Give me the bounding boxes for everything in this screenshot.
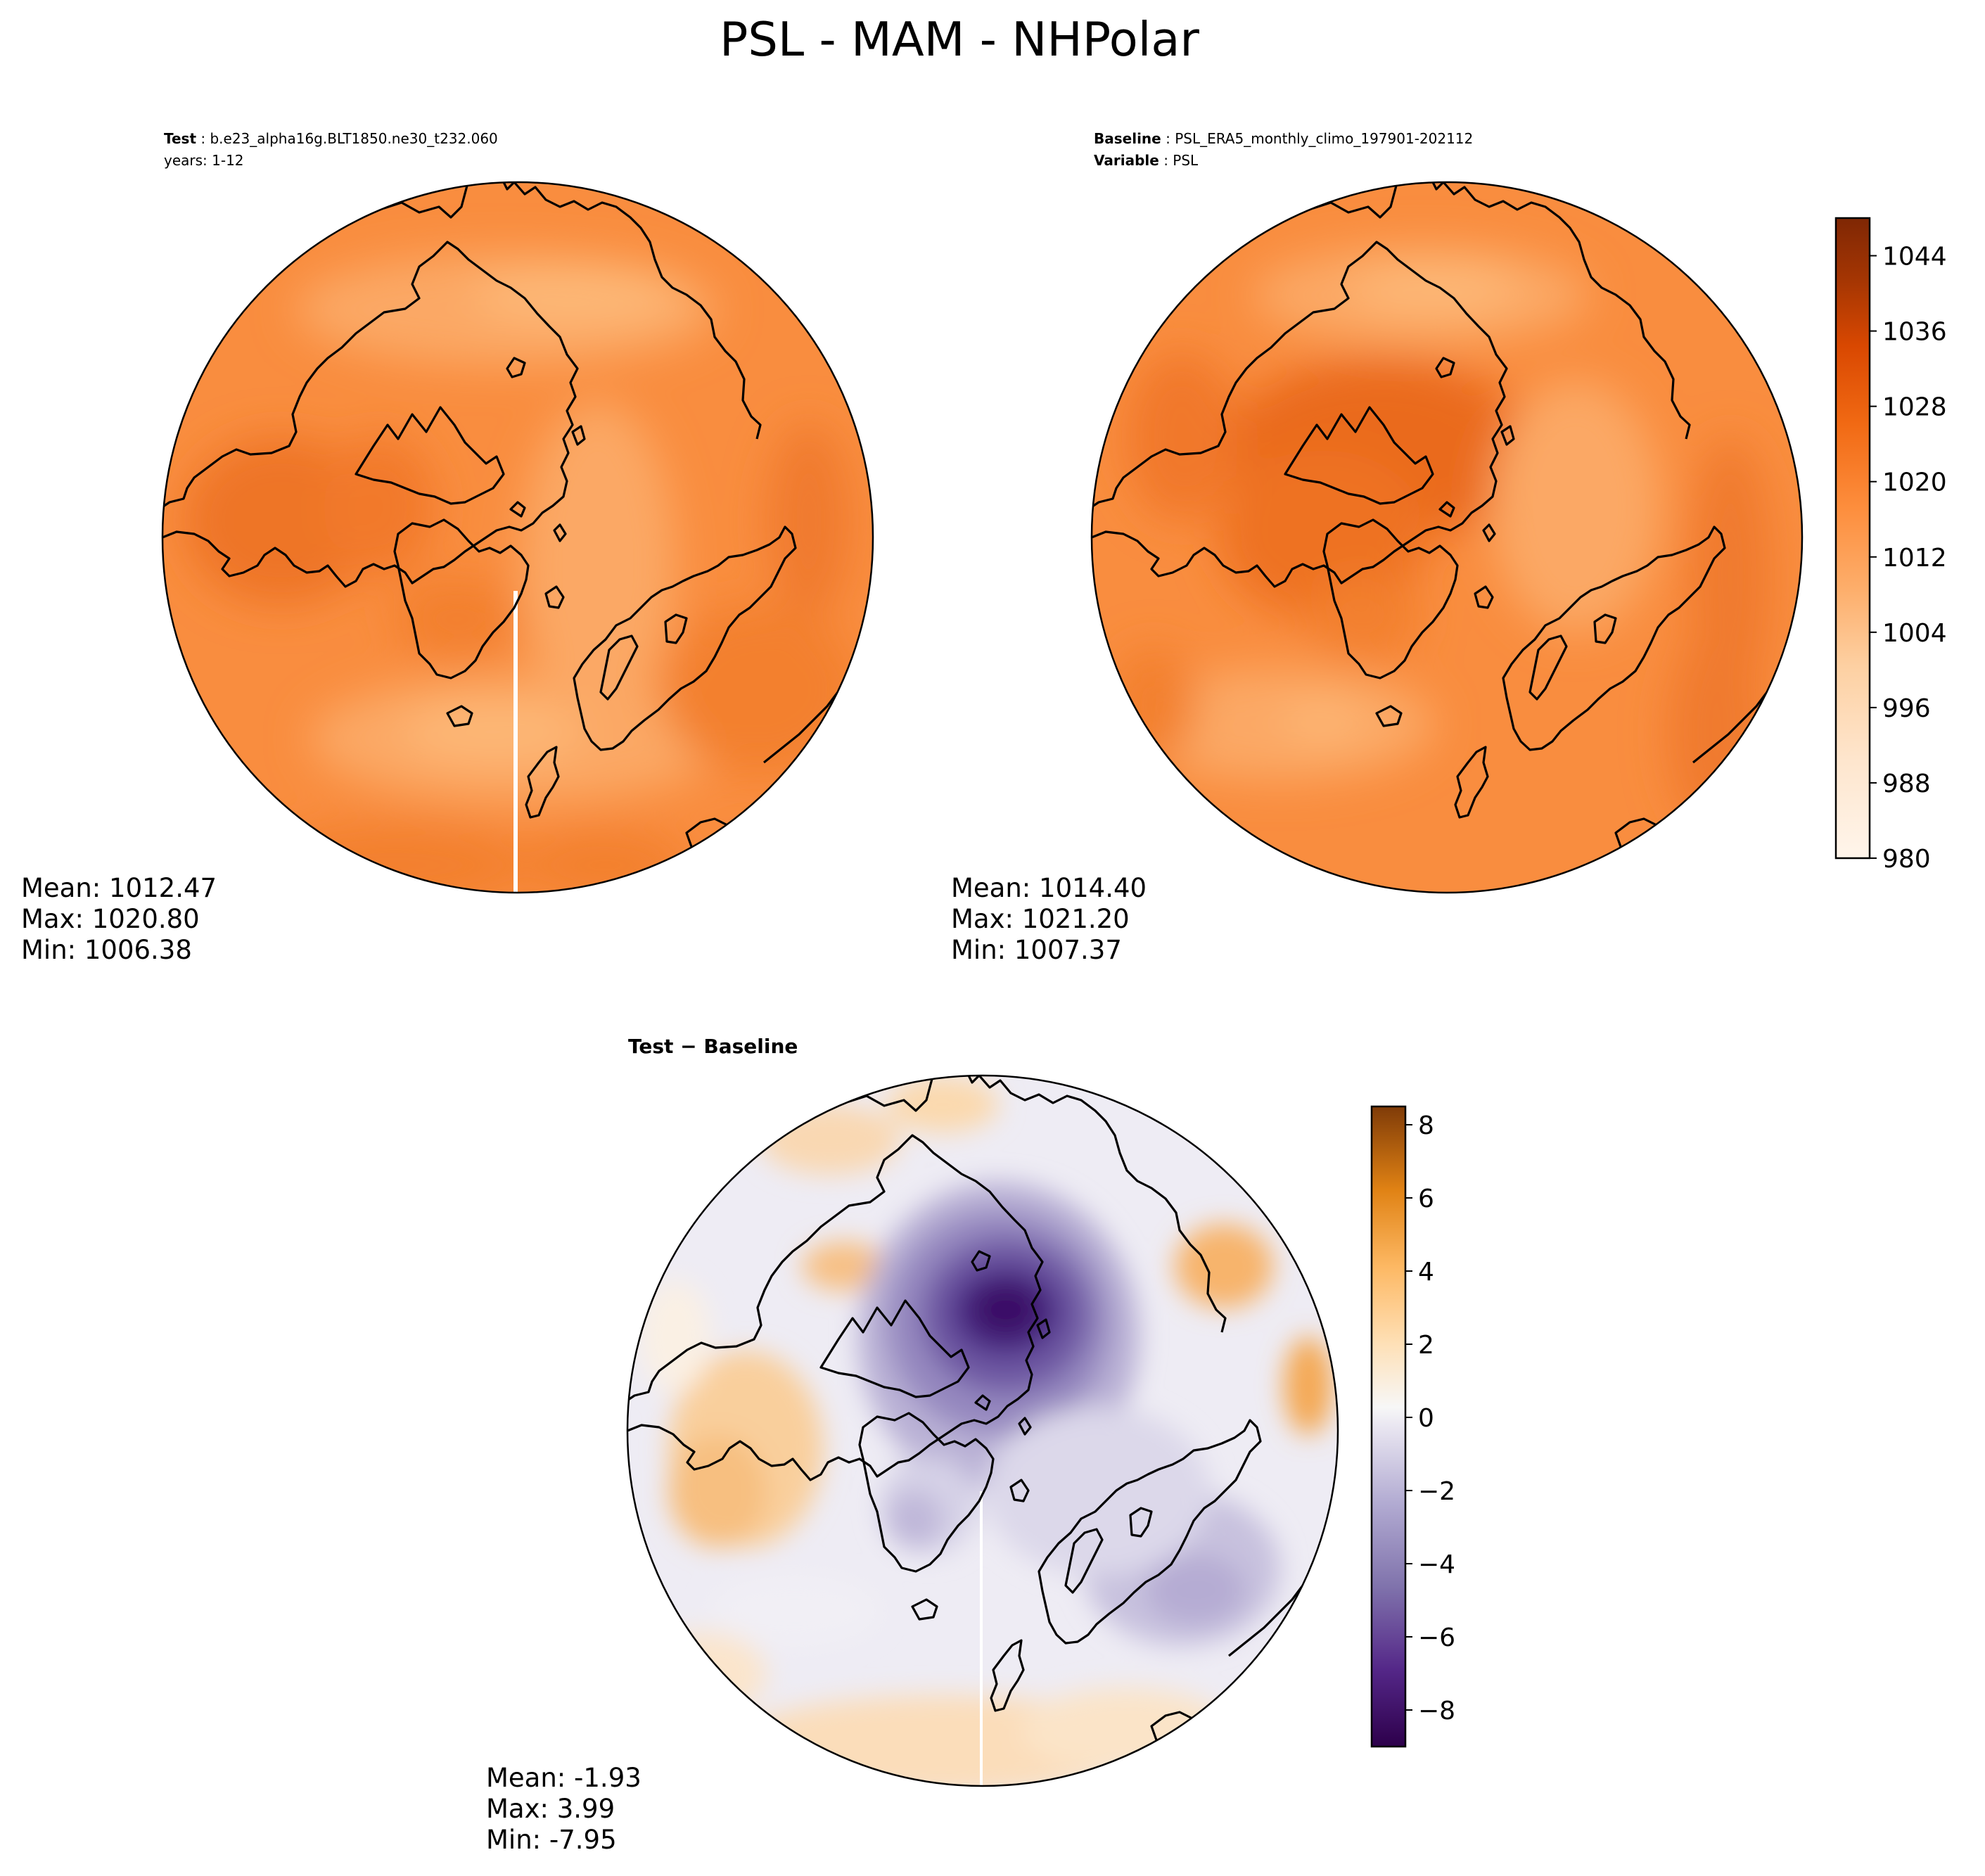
svg-text:Variable : PSL: Variable : PSL bbox=[1094, 152, 1199, 169]
difference-colorbar-tick-label: 4 bbox=[1418, 1258, 1434, 1287]
difference-colorbar-tick-label: −2 bbox=[1418, 1477, 1455, 1506]
difference-colorbar-tick-label: 2 bbox=[1418, 1331, 1434, 1360]
difference-map-boundary bbox=[626, 1074, 1339, 1787]
baseline-map-boundary bbox=[1090, 181, 1804, 894]
psl-colorbar-tick-label: 996 bbox=[1882, 694, 1931, 723]
difference-colorbar-tick-label: −6 bbox=[1418, 1623, 1455, 1652]
psl-colorbar-ticks: 980 988 996 1004 1012 1020 1028 1036 1044 bbox=[1870, 243, 1947, 874]
psl-colorbar-tick-label: 980 bbox=[1882, 845, 1931, 874]
psl-colorbar-tick-label: 1020 bbox=[1882, 468, 1947, 497]
psl-colorbar-tick-label: 1044 bbox=[1882, 243, 1947, 272]
svg-text:Test : b.e23_alpha16g.BLT1850.: Test : b.e23_alpha16g.BLT1850.ne30_t232.… bbox=[164, 130, 498, 147]
difference-colorbar: −8 −6 −4 −2 0 2 4 6 8 bbox=[1370, 1105, 1455, 1748]
difference-colorbar-tick-label: −4 bbox=[1418, 1550, 1455, 1579]
difference-max: Max: 3.99 bbox=[486, 1794, 615, 1824]
test-map bbox=[162, 182, 873, 893]
test-map-boundary bbox=[161, 181, 874, 894]
test-mean: Mean: 1012.47 bbox=[21, 873, 217, 903]
test-min: Min: 1006.38 bbox=[21, 935, 192, 965]
test-label: Test bbox=[164, 130, 196, 147]
baseline-min: Min: 1007.37 bbox=[951, 935, 1122, 965]
difference-colorbar-tick-label: −8 bbox=[1418, 1697, 1455, 1725]
psl-colorbar: 980 988 996 1004 1012 1020 1028 1036 1044 bbox=[1834, 217, 1947, 874]
difference-min: Min: -7.95 bbox=[486, 1825, 617, 1855]
psl-colorbar-tick-label: 1036 bbox=[1882, 318, 1947, 347]
baseline-max: Max: 1021.20 bbox=[951, 904, 1130, 934]
difference-colorbar-tick-label: 6 bbox=[1418, 1185, 1434, 1213]
variable-label: Variable bbox=[1094, 152, 1159, 169]
baseline-case-name: PSL_ERA5_monthly_climo_197901-202112 bbox=[1175, 130, 1473, 147]
variable-name: PSL bbox=[1173, 152, 1199, 169]
psl-colorbar-tick-label: 988 bbox=[1882, 770, 1931, 798]
difference-mean: Mean: -1.93 bbox=[486, 1763, 642, 1793]
difference-colorbar-bar bbox=[1370, 1105, 1407, 1748]
psl-colorbar-bar bbox=[1834, 217, 1871, 860]
baseline-panel: Baseline : PSL_ERA5_monthly_climo_197901… bbox=[951, 130, 1947, 965]
difference-colorbar-tick-label: 8 bbox=[1418, 1111, 1434, 1140]
baseline-map bbox=[1092, 182, 1802, 893]
figure-title: PSL - MAM - NHPolar bbox=[720, 12, 1199, 67]
baseline-label: Baseline bbox=[1094, 130, 1161, 147]
baseline-mean: Mean: 1014.40 bbox=[951, 873, 1147, 903]
psl-colorbar-tick-label: 1004 bbox=[1882, 619, 1947, 648]
test-panel: Test : b.e23_alpha16g.BLT1850.ne30_t232.… bbox=[21, 130, 874, 965]
psl-colorbar-tick-label: 1028 bbox=[1882, 393, 1947, 422]
test-max: Max: 1020.80 bbox=[21, 904, 200, 934]
difference-map bbox=[627, 1076, 1338, 1786]
difference-panel: Test − Baseline bbox=[486, 1035, 1455, 1855]
svg-text:Baseline : PSL_ERA5_monthly_cl: Baseline : PSL_ERA5_monthly_climo_197901… bbox=[1094, 130, 1473, 147]
difference-colorbar-tick-label: 0 bbox=[1418, 1404, 1434, 1433]
test-case-name: b.e23_alpha16g.BLT1850.ne30_t232.060 bbox=[210, 130, 497, 147]
psl-colorbar-tick-label: 1012 bbox=[1882, 544, 1947, 573]
difference-label: Test − Baseline bbox=[628, 1035, 798, 1058]
test-years: years: 1-12 bbox=[164, 152, 244, 169]
difference-colorbar-ticks: −8 −6 −4 −2 0 2 4 6 8 bbox=[1405, 1111, 1455, 1725]
